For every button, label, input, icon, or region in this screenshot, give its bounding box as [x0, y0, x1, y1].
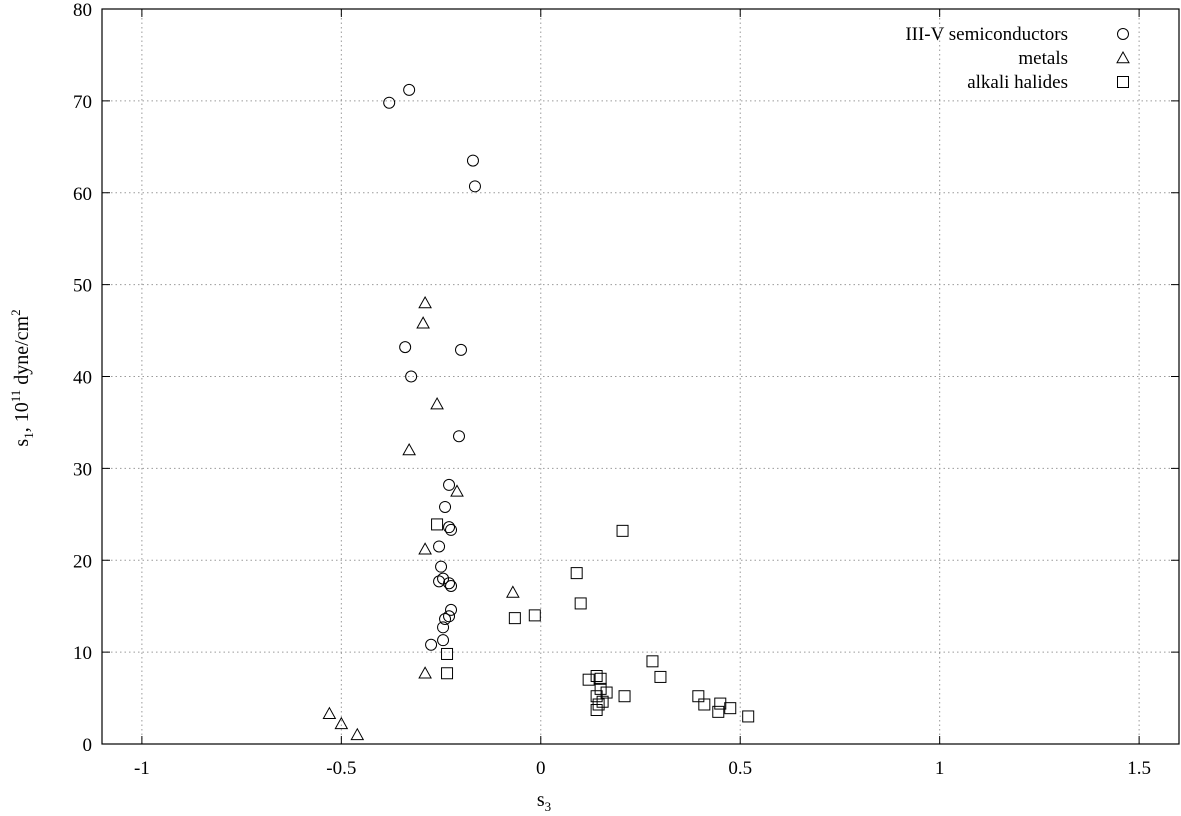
legend-marker-square	[1117, 76, 1129, 88]
point-square-2	[570, 567, 583, 580]
y-tick-label-7: 70	[73, 92, 92, 113]
x-axis-label: s3	[537, 789, 551, 814]
axis-ticks	[102, 8, 1179, 745]
data-points	[322, 83, 755, 741]
y-tick-label-0: 0	[83, 735, 93, 756]
point-circle-8	[443, 478, 456, 491]
point-circle-10	[443, 521, 456, 534]
point-triangle-8	[322, 706, 337, 719]
legend-label-triangle: metals	[1018, 48, 1068, 69]
x-axis-label-sub: 3	[545, 799, 552, 814]
point-square-10	[590, 670, 603, 683]
tick-labels: -1 -0.5 0 0.5 1 1.5 0 10 20 30 40 50 60 70 80	[73, 0, 1151, 779]
point-square-6	[441, 647, 454, 660]
x-axis-label-main: s	[537, 789, 545, 811]
y-axis-label: s1, 1011 dyne/cm2	[8, 309, 36, 446]
point-circle-9	[439, 500, 452, 513]
point-circle-2	[466, 154, 479, 167]
series-square	[431, 518, 755, 723]
y-axis-label-mid: , 10	[11, 402, 33, 432]
point-triangle-4	[450, 484, 464, 497]
point-square-0	[431, 518, 444, 531]
x-tick-label-2: 0	[536, 758, 546, 779]
x-tick-label-1: -0.5	[326, 758, 356, 779]
legend-label-circle: III-V semiconductors	[905, 24, 1068, 45]
x-tick-label-0: -1	[134, 758, 150, 779]
x-tick-label-4: 1	[935, 758, 945, 779]
point-triangle-7	[418, 666, 432, 679]
point-circle-11	[445, 523, 458, 536]
point-circle-23	[425, 638, 438, 651]
point-circle-18	[445, 603, 458, 616]
legend: III-V semiconductors metals alkali halides	[905, 24, 1130, 93]
point-circle-6	[405, 370, 418, 383]
point-square-11	[594, 672, 607, 685]
point-circle-19	[443, 610, 456, 623]
point-square-23	[724, 702, 737, 715]
series-triangle	[322, 295, 520, 741]
y-tick-label-3: 30	[73, 459, 92, 480]
legend-label-square: alkali halides	[967, 72, 1068, 93]
point-circle-14	[437, 572, 450, 585]
point-square-21	[698, 698, 711, 711]
point-triangle-9	[334, 716, 349, 730]
point-circle-7	[453, 430, 466, 443]
point-circle-20	[439, 613, 452, 626]
y-tick-label-8: 80	[73, 0, 92, 21]
point-square-12	[582, 673, 595, 686]
point-circle-22	[437, 634, 450, 647]
point-square-25	[742, 710, 755, 723]
point-triangle-1	[416, 316, 430, 329]
x-tick-label-5: 1.5	[1127, 758, 1151, 779]
y-axis-label-sub: 1	[21, 432, 36, 439]
plot-frame	[101, 8, 1180, 745]
point-circle-1	[403, 83, 416, 96]
point-square-3	[574, 597, 587, 610]
point-circle-21	[437, 621, 450, 634]
point-square-5	[508, 612, 521, 625]
y-tick-label-6: 60	[73, 184, 92, 205]
point-circle-16	[443, 577, 456, 590]
y-tick-label-1: 10	[73, 643, 92, 664]
point-circle-5	[455, 343, 467, 356]
series-circle	[383, 83, 481, 651]
point-triangle-6	[506, 585, 520, 598]
point-triangle-10	[350, 727, 365, 741]
x-tick-label-3: 0.5	[728, 758, 752, 779]
point-square-14	[600, 686, 613, 699]
y-tick-label-2: 20	[73, 551, 92, 572]
legend-marker-triangle	[1116, 50, 1130, 64]
point-circle-0	[383, 96, 396, 109]
point-square-20	[590, 704, 603, 717]
point-square-8	[646, 655, 659, 668]
point-triangle-3	[402, 442, 416, 456]
point-square-22	[714, 697, 727, 710]
y-axis-label-unit: dyne/cm	[11, 315, 33, 389]
point-circle-12	[433, 540, 446, 553]
y-axis-label-unit-exp: 2	[8, 309, 23, 316]
y-axis-label-exp: 11	[8, 390, 23, 403]
y-tick-label-5: 50	[73, 276, 92, 297]
point-square-7	[441, 667, 454, 680]
point-triangle-2	[430, 397, 444, 410]
plot-border	[101, 8, 1180, 745]
point-triangle-5	[418, 542, 432, 555]
point-circle-3	[468, 180, 481, 193]
point-square-4	[528, 609, 541, 622]
point-square-1	[616, 524, 629, 537]
legend-marker-circle	[1117, 28, 1129, 40]
grid-lines	[102, 9, 1179, 744]
point-circle-15	[433, 575, 446, 588]
point-square-9	[654, 670, 667, 683]
point-circle-13	[435, 560, 448, 573]
y-axis-label-s: s	[11, 439, 33, 447]
point-circle-4	[399, 341, 412, 354]
y-tick-label-4: 40	[73, 368, 92, 389]
point-circle-17	[445, 579, 458, 592]
point-square-16	[618, 690, 631, 703]
point-square-24	[712, 705, 725, 718]
point-triangle-0	[418, 295, 432, 309]
